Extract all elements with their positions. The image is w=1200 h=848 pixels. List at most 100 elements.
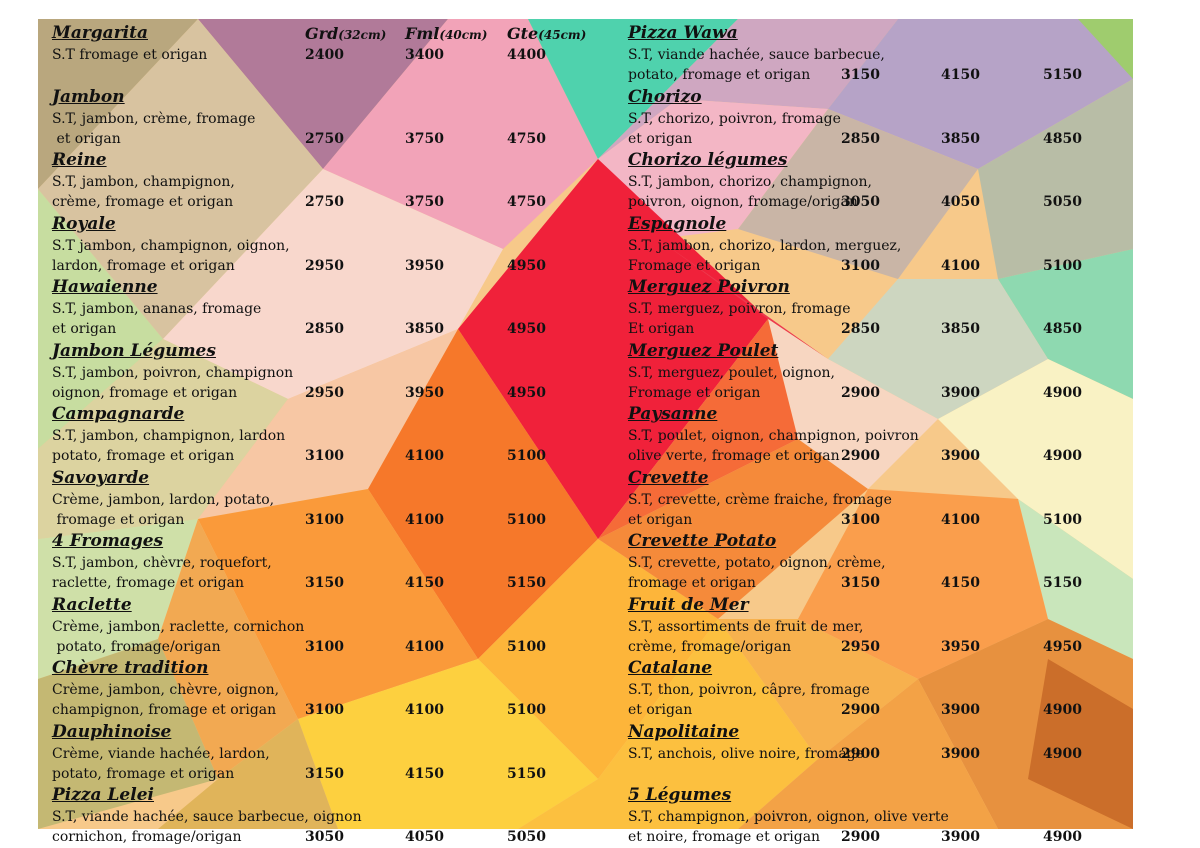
price-grd: 3100: [305, 448, 344, 464]
price-gte: 5100: [507, 511, 546, 528]
pizza-description: potato, fromage/origan: [52, 638, 221, 655]
price-fml: 3900: [941, 384, 980, 401]
pizza-description: S.T, jambon, chorizo, lardon, merguez,: [628, 237, 902, 254]
price-grd: 2900: [841, 745, 880, 762]
price-fml: 3850: [941, 321, 980, 337]
price-grd: 2400: [305, 47, 344, 63]
price-fml: 3950: [405, 257, 444, 274]
price-gte: 5050: [507, 829, 546, 845]
pizza-description: S.T, merguez, poivron, fromage: [628, 301, 851, 317]
price-fml: 3750: [405, 130, 444, 147]
pizza-description: fromage et origan: [628, 575, 756, 591]
price-fml: 4050: [405, 829, 444, 845]
price-fml: 4100: [405, 702, 444, 718]
pizza-description: S.T, crevette, crème fraiche, fromage: [628, 491, 892, 508]
pizza-description: S.T, crevette, potato, oignon, crème,: [628, 555, 886, 571]
pizza-description: potato, fromage et origan: [628, 67, 811, 83]
price-gte: 4850: [1043, 130, 1082, 147]
price-fml: 4150: [941, 575, 980, 591]
price-fml: 3850: [405, 321, 444, 337]
price-fml: 3900: [941, 702, 980, 718]
price-gte: 4900: [1043, 448, 1082, 464]
header-gte: Gte(45cm): [507, 24, 586, 45]
price-gte: 4900: [1043, 745, 1082, 762]
pizza-name: Chorizo: [628, 86, 702, 107]
price-fml: 3750: [405, 194, 444, 210]
pizza-name: Jambon: [52, 86, 125, 107]
pizza-description: et origan: [628, 130, 693, 147]
price-grd: 3150: [841, 575, 880, 591]
price-gte: 5150: [1043, 575, 1082, 591]
price-gte: 5150: [1043, 67, 1082, 83]
price-fml: 4150: [405, 575, 444, 591]
pizza-name: Espagnole: [628, 213, 727, 234]
pizza-description: raclette, fromage et origan: [52, 575, 244, 591]
price-gte: 4400: [507, 47, 546, 63]
pizza-description: S.T, anchois, olive noire, fromage: [628, 745, 864, 762]
pizza-description: S.T, viande hachée, sauce barbecue,: [628, 47, 885, 63]
pizza-description: crème, fromage/origan: [628, 638, 792, 655]
pizza-description: S.T, jambon, champignon,: [52, 174, 235, 190]
pizza-description: et origan: [52, 130, 121, 147]
pizza-description: S.T fromage et origan: [52, 47, 208, 63]
header-fml-label: Fml: [405, 24, 440, 43]
price-grd: 3100: [305, 702, 344, 718]
price-gte: 5100: [507, 638, 546, 655]
pizza-description: Fromage et origan: [628, 384, 761, 401]
pizza-description: Crème, jambon, chèvre, oignon,: [52, 682, 280, 698]
price-gte: 4750: [507, 194, 546, 210]
pizza-name: Savoyarde: [52, 467, 150, 488]
price-grd: 2950: [305, 257, 344, 274]
pizza-description: S.T, jambon, champignon, lardon: [52, 428, 286, 444]
price-gte: 4900: [1043, 702, 1082, 718]
price-grd: 2850: [841, 130, 880, 147]
price-gte: 4900: [1043, 384, 1082, 401]
pizza-description: champignon, fromage et origan: [52, 702, 277, 718]
price-grd: 2900: [841, 384, 880, 401]
pizza-name: Margarita: [52, 23, 148, 43]
price-fml: 3950: [941, 638, 980, 655]
price-fml: 3900: [941, 829, 980, 845]
price-fml: 4100: [941, 257, 980, 274]
pizza-name: Napolitaine: [628, 721, 740, 742]
pizza-name: Chorizo légumes: [628, 150, 788, 170]
price-grd: 2850: [841, 321, 880, 337]
pizza-description: poivron, oignon, fromage/origan: [628, 194, 858, 210]
pizza-description: S.T, jambon, chèvre, roquefort,: [52, 555, 272, 571]
price-fml: 4100: [405, 638, 444, 655]
price-fml: 4150: [405, 765, 444, 782]
price-grd: 3150: [305, 575, 344, 591]
price-fml: 3850: [941, 130, 980, 147]
pizza-description: S.T, jambon, chorizo, champignon,: [628, 174, 872, 190]
pizza-description: Crème, jambon, raclette, cornichon: [52, 618, 305, 635]
price-gte: 4950: [507, 321, 546, 337]
pizza-description: Et origan: [628, 321, 695, 337]
pizza-description: cornichon, fromage/origan: [52, 829, 242, 845]
pizza-description: S.T, jambon, ananas, fromage: [52, 301, 262, 317]
pizza-description: S.T, assortiments de fruit de mer,: [628, 618, 864, 635]
price-grd: 2850: [305, 321, 344, 337]
pizza-name: Paysanne: [628, 404, 718, 424]
price-gte: 5100: [507, 702, 546, 718]
pizza-name: Fruit de Mer: [628, 594, 749, 615]
pizza-name: Dauphinoise: [52, 721, 172, 742]
price-fml: 3950: [405, 384, 444, 401]
pizza-name: 5 Légumes: [628, 785, 732, 805]
price-fml: 3900: [941, 745, 980, 762]
price-gte: 5100: [1043, 511, 1082, 528]
pizza-name: Campagnarde: [52, 404, 185, 424]
price-gte: 4850: [1043, 321, 1082, 337]
pizza-name: Crevette Potato: [628, 531, 777, 551]
pizza-description: Fromage et origan: [628, 257, 761, 274]
pizza-name: Hawaienne: [52, 277, 158, 297]
pizza-name: 4 Fromages: [52, 531, 164, 551]
header-gte-size: (45cm): [538, 28, 587, 42]
pizza-description: et origan: [52, 321, 117, 337]
pizza-description: et origan: [628, 511, 693, 528]
pizza-name: Reine: [52, 150, 107, 170]
price-gte: 4950: [1043, 638, 1082, 655]
pizza-description: S.T, poulet, oignon, champignon, poivron: [628, 428, 919, 444]
pizza-description: S.T, viande hachée, sauce barbecue, oign…: [52, 809, 362, 825]
pizza-name: Crevette: [628, 467, 709, 488]
